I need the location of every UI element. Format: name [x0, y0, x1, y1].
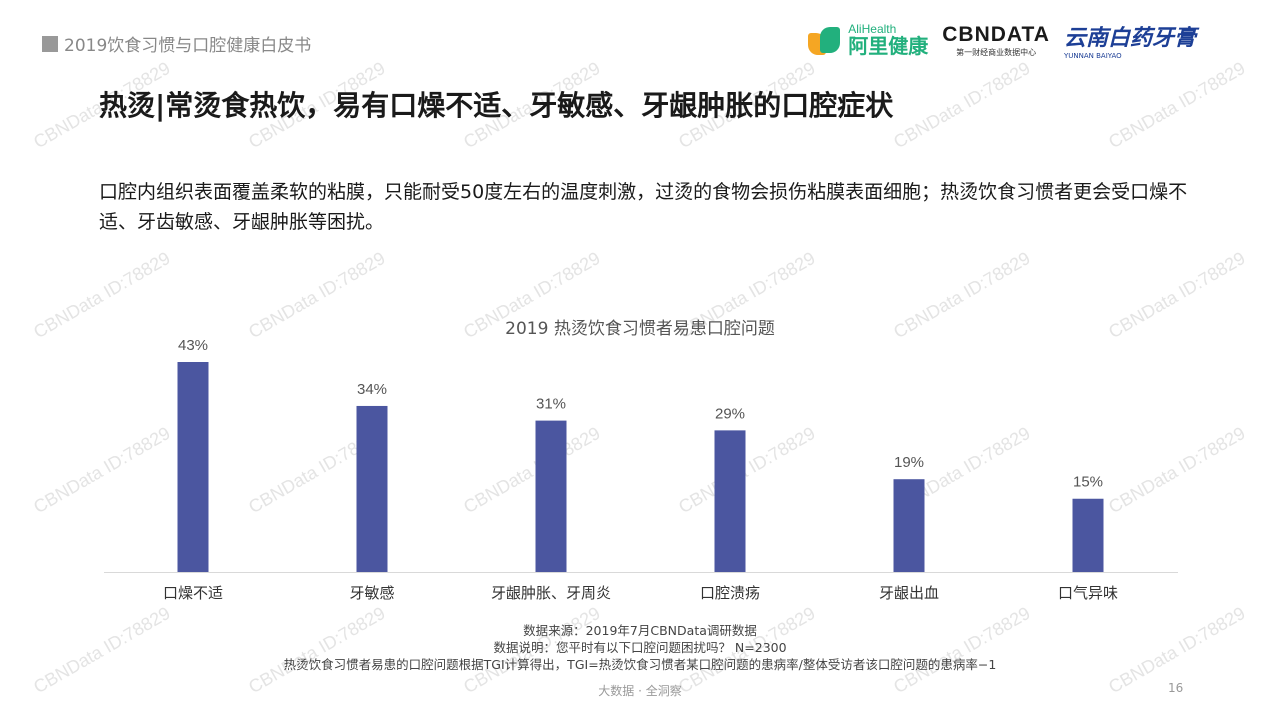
bar [714, 430, 746, 572]
report-header: 2019饮食习惯与口腔健康白皮书 [42, 31, 311, 56]
bar-value-label: 19% [894, 454, 924, 471]
bar-value-label: 34% [357, 381, 387, 398]
alihealth-logo-en: AliHealth [848, 22, 897, 37]
x-tick-label: 牙龈出血 [879, 584, 939, 602]
footer-tagline: 大数据 · 全洞察 [598, 684, 682, 698]
footnotes: 数据来源：2019年7月CBNData调研数据 数据说明：您平时有以下口腔问题困… [0, 622, 1280, 673]
bar [177, 362, 209, 572]
page-title: 热烫|常烫食热饮，易有口燥不适、牙敏感、牙龈肿胀的口腔症状 [99, 89, 894, 122]
bar [535, 420, 567, 572]
cbndata-logo-sub: 第一财经商业数据中心 [956, 47, 1037, 57]
x-tick-label: 牙敏感 [349, 584, 394, 602]
report-title: 2019饮食习惯与口腔健康白皮书 [64, 36, 312, 56]
bar-value-label: 15% [1073, 474, 1103, 491]
footnote-source: 数据来源：2019年7月CBNData调研数据 [523, 623, 757, 638]
x-tick-label: 口气异味 [1058, 584, 1118, 602]
alihealth-logo-cn: 阿里健康 [848, 33, 929, 58]
x-tick-label: 口腔溃疡 [700, 584, 760, 602]
x-tick-label: 牙龈肿胀、牙周炎 [491, 584, 611, 602]
chart-title: 2019 热烫饮食习惯者易患口腔问题 [505, 319, 775, 339]
page-number: 16 [1168, 681, 1184, 695]
footnote-question: 数据说明：您平时有以下口腔问题困扰吗？ N=2300 [493, 640, 787, 655]
yunnan-baiyao-logo-en: YUNNAN BAIYAO [1063, 52, 1122, 60]
cbndata-logo: CBNDATA 第一财经商业数据中心 [942, 23, 1050, 58]
bar [1072, 498, 1104, 572]
report-marker [42, 35, 58, 52]
bar-value-label: 43% [178, 337, 208, 354]
x-tick-label: 口燥不适 [163, 584, 223, 602]
alihealth-logo: AliHealth 阿里健康 [808, 23, 928, 57]
description-text: 口腔内组织表面覆盖柔软的粘膜，只能耐受50度左右的温度刺激，过烫的食物会损伤粘膜… [99, 181, 1188, 233]
footnote-tgi: 热烫饮食习惯者易患的口腔问题根据TGI计算得出，TGI=热烫饮食习惯者某口腔问题… [283, 657, 997, 672]
alihealth-mark-icon [808, 23, 842, 57]
bar [356, 405, 388, 572]
bar [893, 479, 925, 572]
partner-logos: AliHealth 阿里健康 CBNDATA 第一财经商业数据中心 云南白药牙膏… [808, 20, 1196, 60]
yunnan-baiyao-logo-cn: 云南白药牙膏 [1063, 25, 1196, 51]
bar-value-label: 31% [536, 396, 566, 413]
bar-value-label: 29% [715, 405, 745, 422]
cbndata-logo-name: CBNDATA [942, 22, 1050, 46]
yunnan-baiyao-logo: 云南白药牙膏 YUNNAN BAIYAO [1064, 20, 1196, 60]
